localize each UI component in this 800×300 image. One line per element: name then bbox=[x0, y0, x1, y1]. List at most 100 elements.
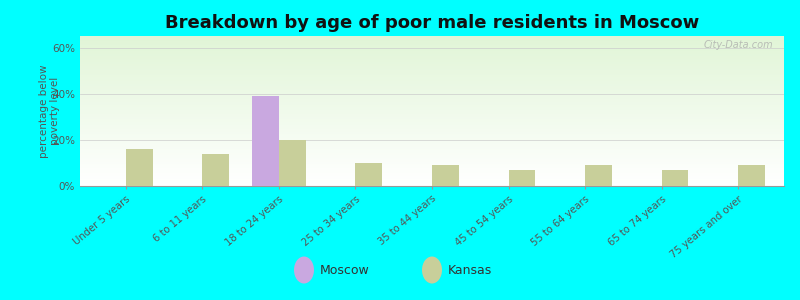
Bar bbox=[80, 44, 784, 45]
Text: City-Data.com: City-Data.com bbox=[704, 40, 774, 50]
Bar bbox=[80, 69, 784, 70]
Bar bbox=[80, 90, 784, 92]
Bar bbox=[80, 78, 784, 80]
Bar bbox=[80, 182, 784, 183]
Bar bbox=[80, 75, 784, 76]
Bar bbox=[80, 39, 784, 40]
Bar bbox=[80, 140, 784, 141]
Bar bbox=[80, 171, 784, 172]
Bar bbox=[80, 108, 784, 110]
Bar bbox=[80, 158, 784, 159]
Bar bbox=[80, 174, 784, 176]
Bar bbox=[80, 60, 784, 61]
Bar bbox=[126, 149, 153, 186]
Bar bbox=[80, 117, 784, 118]
Bar bbox=[80, 142, 784, 144]
Text: Moscow: Moscow bbox=[320, 263, 370, 277]
Bar bbox=[80, 48, 784, 50]
Bar bbox=[80, 132, 784, 134]
Bar bbox=[80, 114, 784, 116]
Bar bbox=[80, 136, 784, 138]
Bar bbox=[80, 63, 784, 64]
Bar bbox=[355, 163, 382, 186]
Bar bbox=[80, 61, 784, 63]
Bar bbox=[80, 93, 784, 94]
Bar bbox=[80, 57, 784, 58]
Bar bbox=[80, 84, 784, 86]
Bar bbox=[80, 46, 784, 48]
Bar bbox=[80, 138, 784, 140]
Bar bbox=[662, 170, 688, 186]
Bar bbox=[80, 42, 784, 44]
Bar bbox=[80, 159, 784, 160]
Bar bbox=[80, 116, 784, 117]
Bar bbox=[80, 177, 784, 178]
Bar bbox=[80, 123, 784, 124]
Bar bbox=[80, 96, 784, 98]
Bar bbox=[80, 128, 784, 129]
Bar bbox=[80, 148, 784, 150]
Y-axis label: percentage below
poverty level: percentage below poverty level bbox=[38, 64, 60, 158]
Bar bbox=[80, 87, 784, 88]
Bar bbox=[80, 80, 784, 81]
Bar bbox=[80, 156, 784, 158]
Bar bbox=[80, 40, 784, 42]
Bar bbox=[80, 82, 784, 84]
Bar bbox=[80, 103, 784, 105]
Text: Kansas: Kansas bbox=[448, 263, 492, 277]
Ellipse shape bbox=[294, 256, 314, 284]
Bar bbox=[80, 183, 784, 184]
Bar bbox=[80, 124, 784, 126]
Bar bbox=[80, 88, 784, 90]
Bar bbox=[80, 102, 784, 104]
Bar bbox=[80, 85, 784, 87]
Ellipse shape bbox=[422, 256, 442, 284]
Bar bbox=[80, 147, 784, 148]
Bar bbox=[738, 165, 765, 186]
Bar bbox=[432, 165, 458, 186]
Bar bbox=[80, 52, 784, 54]
Bar bbox=[80, 129, 784, 130]
Bar bbox=[80, 74, 784, 75]
Bar bbox=[80, 81, 784, 82]
Bar bbox=[80, 106, 784, 108]
Bar bbox=[80, 152, 784, 153]
Bar bbox=[80, 178, 784, 180]
Bar bbox=[80, 51, 784, 52]
Bar bbox=[80, 112, 784, 114]
Bar bbox=[80, 122, 784, 123]
Bar bbox=[585, 165, 612, 186]
Bar bbox=[80, 118, 784, 120]
Bar bbox=[80, 56, 784, 57]
Bar bbox=[80, 126, 784, 128]
Bar bbox=[80, 66, 784, 68]
Bar bbox=[80, 98, 784, 99]
Bar bbox=[80, 146, 784, 147]
Bar bbox=[80, 68, 784, 69]
Bar bbox=[80, 110, 784, 111]
Bar bbox=[80, 72, 784, 74]
Bar bbox=[80, 64, 784, 66]
Bar bbox=[80, 150, 784, 152]
Bar bbox=[80, 45, 784, 46]
Bar bbox=[80, 184, 784, 186]
Bar bbox=[252, 96, 279, 186]
Bar bbox=[80, 105, 784, 106]
Bar bbox=[80, 134, 784, 135]
Bar bbox=[80, 165, 784, 166]
Bar bbox=[80, 99, 784, 100]
Bar bbox=[279, 140, 306, 186]
Bar bbox=[80, 76, 784, 78]
Bar bbox=[80, 92, 784, 93]
Bar bbox=[80, 144, 784, 146]
Bar bbox=[202, 154, 230, 186]
Bar bbox=[80, 169, 784, 171]
Bar bbox=[80, 141, 784, 142]
Bar bbox=[80, 176, 784, 177]
Bar bbox=[80, 94, 784, 96]
Bar bbox=[509, 170, 535, 186]
Bar bbox=[80, 36, 784, 38]
Bar bbox=[80, 135, 784, 136]
Title: Breakdown by age of poor male residents in Moscow: Breakdown by age of poor male residents … bbox=[165, 14, 699, 32]
Bar bbox=[80, 172, 784, 174]
